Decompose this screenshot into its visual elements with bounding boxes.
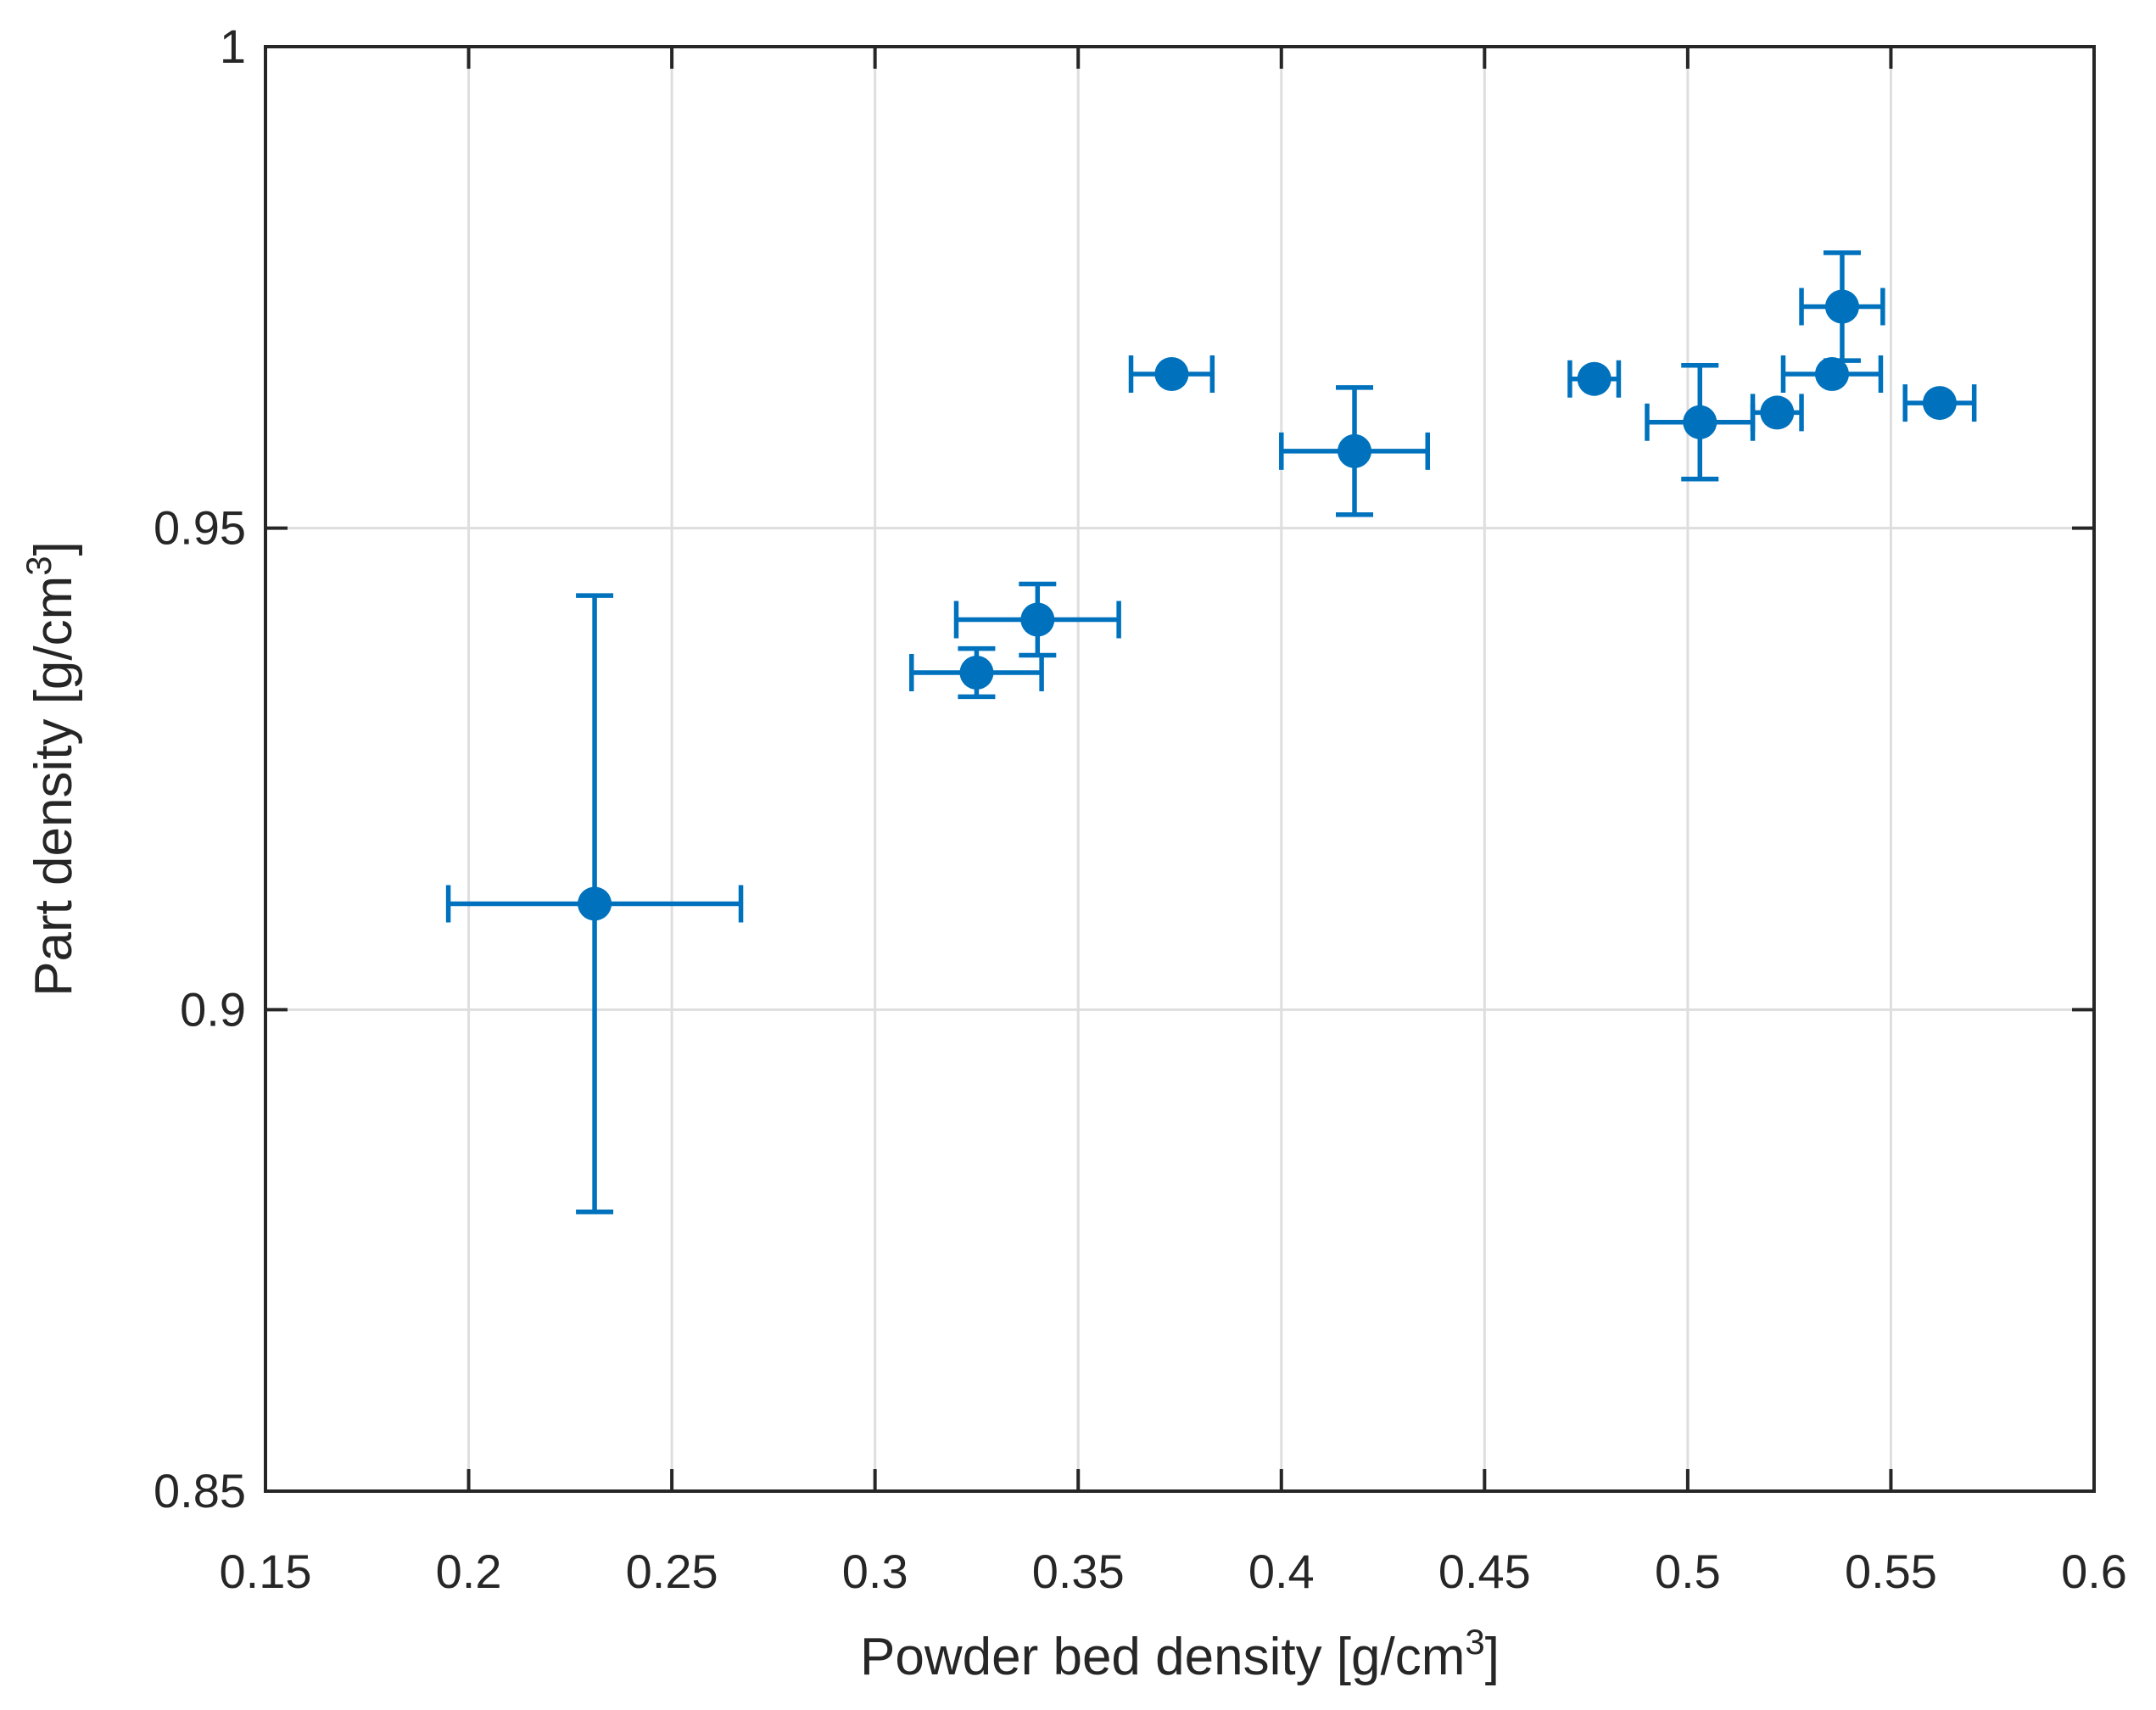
y-tick-label-0.95: 0.95 [154,501,246,555]
plot-area [265,47,2094,1491]
x-tick-label-0.45: 0.45 [1438,1545,1531,1598]
plot-border [264,45,2096,1493]
x-axis-label: Powder bed density [g/cm3] [860,1622,1500,1686]
x-tick-label-0.4: 0.4 [1248,1545,1315,1598]
x-tick-label-0.3: 0.3 [842,1545,908,1598]
data-point-marker-6 [1683,405,1718,439]
tick-labels: 0.15 0.2 0.25 0.3 0.35 0.4 0.45 0.5 0.55 0.6 0.85 0… [154,20,2127,1598]
x-tick-label-0.2: 0.2 [436,1545,502,1598]
data-point-marker-0 [578,886,612,921]
grid [265,47,2094,1491]
x-tick-label-0.35: 0.35 [1032,1545,1125,1598]
x-tick-label-0.55: 0.55 [1845,1545,1937,1598]
data-point-marker-5 [1577,361,1611,396]
data-point-marker-1 [959,655,994,690]
data-point-marker-3 [1154,357,1189,392]
x-tick-label-0.15: 0.15 [220,1545,312,1598]
data-point-marker-9 [1824,289,1859,324]
data-point-marker-10 [1922,386,1957,421]
data-point-marker-4 [1338,433,1372,468]
data-point-marker-7 [1760,395,1795,430]
x-tick-label-0.6: 0.6 [2061,1545,2127,1598]
markers-part-density-vs-powder-bed-density [578,289,1957,921]
data-point-marker-8 [1814,357,1849,392]
axis-ticks [264,45,2096,1493]
y-tick-label-0.85: 0.85 [154,1464,246,1517]
x-tick-label-0.5: 0.5 [1655,1545,1721,1598]
y-tick-label-1: 1 [220,20,246,73]
data-point-marker-2 [1020,602,1055,637]
x-tick-label-0.25: 0.25 [626,1545,718,1598]
y-tick-label-0.9: 0.9 [180,982,246,1036]
y-axis-label: Part density [g/cm3] [19,541,83,997]
